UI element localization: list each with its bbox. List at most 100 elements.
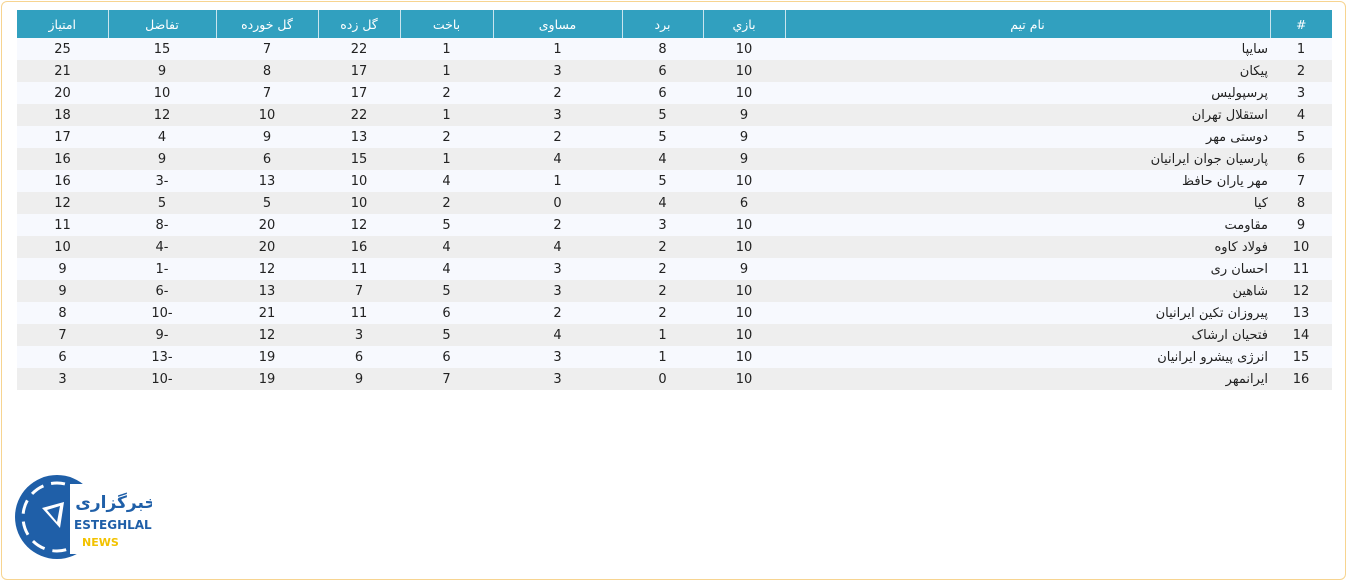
stat-cell: 9	[108, 60, 216, 82]
stat-cell: 4	[493, 148, 622, 170]
stat-cell: 17	[17, 126, 108, 148]
table-row: 10 فولاد کاوه 10 2 4 4 16 20 -4 10	[17, 236, 1332, 258]
table-row: 9 مقاومت 10 3 2 5 12 20 -8 11	[17, 214, 1332, 236]
stat-cell: 3	[493, 104, 622, 126]
table-row: 12 شاهین 10 2 3 5 7 13 -6 9	[17, 280, 1332, 302]
stat-cell: 0	[493, 192, 622, 214]
column-header: امتیاز	[17, 10, 108, 38]
column-header: #	[1269, 10, 1332, 38]
stat-cell: 6	[400, 302, 493, 324]
stat-cell: 3	[493, 280, 622, 302]
table-row: 1 سایپا 10 8 1 1 22 7 15 25	[17, 38, 1332, 60]
stat-cell: 22	[318, 104, 400, 126]
stat-cell: 3	[493, 346, 622, 368]
logo-line1: ESTEGHLAL	[74, 518, 152, 532]
stat-cell: 5	[400, 324, 493, 346]
stat-cell: 6	[622, 82, 703, 104]
stat-cell: 9	[703, 258, 785, 280]
table-row: 11 احسان ری 9 2 3 4 11 12 -1 9	[17, 258, 1332, 280]
stat-cell: 10	[703, 82, 785, 104]
stat-cell: 17	[318, 82, 400, 104]
column-header: مساوی	[492, 10, 622, 38]
stat-cell: 13	[216, 280, 318, 302]
table-row: 2 پیکان 10 6 3 1 17 8 9 21	[17, 60, 1332, 82]
stat-cell: 6	[216, 148, 318, 170]
team-name-cell: فولاد کاوه	[785, 236, 1270, 258]
stat-cell: -10	[108, 368, 216, 390]
stat-cell: 20	[216, 214, 318, 236]
rank-cell: 12	[1270, 280, 1332, 302]
stat-cell: 10	[703, 60, 785, 82]
stat-cell: 15	[318, 148, 400, 170]
team-name-cell: شاهین	[785, 280, 1270, 302]
stat-cell: -8	[108, 214, 216, 236]
stat-cell: -3	[108, 170, 216, 192]
stat-cell: 9	[216, 126, 318, 148]
stat-cell: 4	[493, 236, 622, 258]
stat-cell: 2	[622, 236, 703, 258]
stat-cell: 0	[622, 368, 703, 390]
team-name-cell: مقاومت	[785, 214, 1270, 236]
stat-cell: 16	[17, 148, 108, 170]
stat-cell: 3	[318, 324, 400, 346]
stat-cell: 25	[17, 38, 108, 60]
rank-cell: 6	[1270, 148, 1332, 170]
stat-cell: 11	[17, 214, 108, 236]
stat-cell: 9	[108, 148, 216, 170]
table-row: 13 پیروزان تکین ایرانیان 10 2 2 6 11 21 -10 8	[17, 302, 1332, 324]
stat-cell: 1	[493, 170, 622, 192]
stat-cell: 18	[17, 104, 108, 126]
stat-cell: 2	[622, 280, 703, 302]
table-row: 14 فتحیان ارشاک 10 1 4 5 3 12 -9 7	[17, 324, 1332, 346]
stat-cell: 1	[400, 104, 493, 126]
stat-cell: 20	[216, 236, 318, 258]
stat-cell: 10	[703, 38, 785, 60]
rank-cell: 13	[1270, 302, 1332, 324]
team-name-cell: احسان ری	[785, 258, 1270, 280]
rank-cell: 15	[1270, 346, 1332, 368]
stat-cell: -9	[108, 324, 216, 346]
stat-cell: 10	[703, 324, 785, 346]
stat-cell: 5	[216, 192, 318, 214]
stat-cell: 9	[17, 258, 108, 280]
stat-cell: 10	[216, 104, 318, 126]
stat-cell: 7	[216, 82, 318, 104]
stat-cell: 11	[318, 258, 400, 280]
stat-cell: 10	[703, 280, 785, 302]
stat-cell: 2	[622, 302, 703, 324]
stat-cell: 8	[216, 60, 318, 82]
table-row: 8 کیا 6 4 0 2 10 5 5 12	[17, 192, 1332, 214]
stat-cell: 2	[400, 192, 493, 214]
stat-cell: 10	[703, 170, 785, 192]
table-row: 7 مهر یاران حافظ 10 5 1 4 10 13 -3 16	[17, 170, 1332, 192]
rank-cell: 1	[1270, 38, 1332, 60]
team-name-cell: ایرانمهر	[785, 368, 1270, 390]
stat-cell: 9	[17, 280, 108, 302]
column-header: برد	[621, 10, 703, 38]
stat-cell: 3	[17, 368, 108, 390]
stat-cell: 10	[703, 302, 785, 324]
rank-cell: 14	[1270, 324, 1332, 346]
stat-cell: 12	[17, 192, 108, 214]
stat-cell: 9	[318, 368, 400, 390]
stat-cell: 19	[216, 346, 318, 368]
stat-cell: 9	[703, 148, 785, 170]
stat-cell: 7	[318, 280, 400, 302]
stat-cell: 5	[400, 280, 493, 302]
rank-cell: 5	[1270, 126, 1332, 148]
stat-cell: 5	[400, 214, 493, 236]
stat-cell: 1	[400, 60, 493, 82]
rank-cell: 2	[1270, 60, 1332, 82]
table-row: 16 ایرانمهر 10 0 3 7 9 19 -10 3	[17, 368, 1332, 390]
stat-cell: 4	[622, 148, 703, 170]
column-header: باخت	[399, 10, 493, 38]
stat-cell: 3	[493, 60, 622, 82]
rank-cell: 7	[1270, 170, 1332, 192]
stat-cell: 8	[17, 302, 108, 324]
stat-cell: 6	[622, 60, 703, 82]
logo-persian-text: خبرگزاری	[75, 492, 152, 513]
stat-cell: 9	[703, 104, 785, 126]
rank-cell: 11	[1270, 258, 1332, 280]
league-standings-table: # نام تیم بازي برد مساوی باخت گل زده گل خورده تف…	[17, 10, 1332, 390]
